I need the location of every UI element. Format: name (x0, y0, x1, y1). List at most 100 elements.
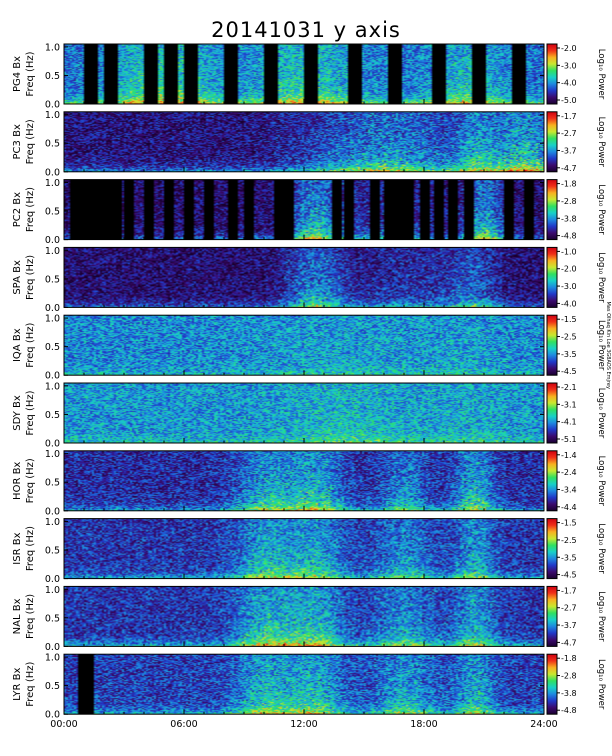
y-tick-label: 1.0 (45, 585, 60, 596)
x-tick-label: 18:00 (410, 719, 437, 730)
y-tick-label: 1.0 (45, 314, 60, 325)
spectrogram-panel-hor: 0.0 0.5 1.0 HOR Bx Freq (Hz) -1.4 -2.4 -3.4 -4.4… (12, 449, 606, 517)
spectrogram-image (64, 383, 544, 443)
spectrogram-image (64, 450, 544, 511)
y-axis-label-freq: Freq (Hz) (25, 594, 36, 639)
spectrogram-image (64, 518, 544, 579)
y-tick-label: 1.0 (45, 653, 60, 664)
colorbar-tick-label: -2.7 (561, 129, 577, 138)
y-tick-label: 0.0 (45, 167, 60, 178)
y-axis-label-freq: Freq (Hz) (25, 255, 36, 300)
colorbar-tick-label: -4.1 (561, 418, 577, 427)
colorbar-tick-label: -4.5 (561, 571, 577, 580)
y-axis-label-station: HOR Bx (12, 462, 23, 500)
colorbar (546, 653, 558, 715)
y-axis-label-station: NAL Bx (12, 598, 23, 634)
x-tick-label: 00:00 (50, 719, 77, 730)
colorbar-label: Log₁₀ Power (596, 591, 606, 642)
colorbar-tick-label: -4.5 (561, 367, 577, 376)
x-tick-label: 24:00 (530, 719, 557, 730)
colorbar-tick-label: -1.5 (561, 315, 577, 324)
y-tick-label: 1.0 (45, 449, 60, 460)
colorbar-tick-label: -2.0 (561, 265, 577, 274)
colorbar-label: Log₁₀ Power (596, 456, 606, 507)
colorbar-tick-label: -3.0 (561, 61, 577, 70)
y-tick-label: 1.0 (45, 42, 60, 53)
y-axis-label-station: PG4 Bx (12, 56, 23, 92)
x-tick-label: 12:00 (290, 719, 317, 730)
colorbar-tick-label: -4.0 (561, 79, 577, 88)
spectrogram-image (64, 179, 544, 240)
y-axis-label-station: PC3 Bx (12, 124, 23, 159)
colorbar-tick-label: -3.0 (561, 282, 577, 291)
y-tick-label: 1.0 (45, 178, 60, 189)
colorbar (546, 43, 558, 105)
y-tick-label: 0.5 (45, 207, 60, 218)
colorbar-label: Log₁₀ Power (596, 49, 606, 100)
colorbar (546, 585, 558, 647)
spectrogram-image (64, 247, 544, 308)
y-tick-label: 0.0 (45, 574, 60, 585)
colorbar (546, 382, 558, 444)
y-tick-label: 0.0 (45, 506, 60, 517)
y-tick-label: 0.5 (45, 342, 60, 353)
y-tick-label: 0.5 (45, 546, 60, 557)
y-axis-label-freq: Freq (Hz) (25, 662, 36, 707)
colorbar-label: Log₁₀ Power (596, 117, 606, 168)
spectrogram-image (64, 654, 544, 715)
colorbar-tick-label: -2.0 (561, 44, 577, 53)
y-tick-label: 0.5 (45, 410, 60, 421)
y-axis-label-station: PC2 Bx (12, 192, 23, 227)
colorbar (546, 179, 558, 241)
spectrogram-panel-sdy: 0.0 0.5 1.0 SDY Bx Freq (Hz) -2.1 -3.1 -4.1 -5.1… (12, 381, 606, 449)
spectrogram-image (64, 111, 544, 172)
colorbar-label: Log₁₀ Power (596, 523, 606, 574)
x-axis: 00:00 06:00 12:00 18:00 24:00 (50, 719, 557, 730)
colorbar-tick-label: -1.5 (561, 519, 577, 528)
y-tick-label: 0.5 (45, 681, 60, 692)
y-tick-label: 0.0 (45, 710, 60, 721)
y-axis-label-station: LYR Bx (12, 667, 23, 700)
y-tick-label: 0.5 (45, 274, 60, 285)
y-tick-label: 1.0 (45, 246, 60, 257)
colorbar-tick-label: -3.5 (561, 350, 577, 359)
colorbar-tick-label: -1.4 (561, 451, 577, 460)
colorbar-label: Log₁₀ Power (596, 659, 606, 710)
y-axis-label-freq: Freq (Hz) (25, 526, 36, 571)
colorbar (546, 246, 558, 308)
spectrogram-panel-iqa: 0.0 0.5 1.0 IQA Bx Freq (Hz) -1.5 -2.5 -3.5 -4.5… (12, 301, 611, 388)
spectrogram-panel-pc3: 0.0 0.5 1.0 PC3 Bx Freq (Hz) -1.7 -2.7 -3.7 -4.7… (12, 110, 606, 178)
colorbar-tick-label: -2.5 (561, 333, 577, 342)
spectrogram-panel-spa: 0.0 0.5 1.0 SPA Bx Freq (Hz) -1.0 -2.0 -3.0 -4.0… (12, 246, 606, 314)
y-axis-label-freq: Freq (Hz) (25, 119, 36, 164)
spectrogram-image (64, 315, 544, 376)
y-axis-label-freq: Freq (Hz) (25, 323, 36, 368)
y-tick-label: 1.0 (45, 517, 60, 528)
colorbar-tick-label: -1.7 (561, 112, 577, 121)
colorbar-tick-label: -3.7 (561, 621, 577, 630)
colorbar-tick-label: -3.1 (561, 400, 577, 409)
spectrogram-image (64, 586, 544, 647)
spectrogram-panel-pg4: 0.0 0.5 1.0 PG4 Bx Freq (Hz) -2.0 -3.0 -4.0 -5.0… (12, 42, 606, 110)
colorbar-tick-label: -2.1 (561, 383, 577, 392)
side-note: Mas Olhaq Kin Loe 3G8AOS Emjrey (605, 301, 611, 388)
y-tick-label: 0.0 (45, 642, 60, 653)
y-tick-label: 0.0 (45, 371, 60, 382)
y-axis-label-station: ISR Bx (12, 532, 23, 564)
spectrogram-image (64, 44, 544, 104)
y-tick-label: 1.0 (45, 381, 60, 392)
y-axis-label-freq: Freq (Hz) (25, 51, 36, 96)
colorbar-tick-label: -3.4 (561, 485, 577, 494)
y-tick-label: 0.0 (45, 100, 60, 111)
y-tick-label: 0.5 (45, 71, 60, 82)
colorbar-tick-label: -4.4 (561, 503, 577, 512)
colorbar-tick-label: -1.8 (561, 180, 577, 189)
chart-title: 20141031 y axis (211, 18, 401, 42)
spectrogram-panel-isr: 0.0 0.5 1.0 ISR Bx Freq (Hz) -1.5 -2.5 -3.5 -4.5… (12, 517, 606, 585)
colorbar-label: Log₁₀ Power (596, 388, 606, 439)
colorbar-tick-label: -2.8 (561, 672, 577, 681)
y-axis-label-station: SDY Bx (12, 395, 23, 431)
colorbar (546, 111, 558, 173)
colorbar-tick-label: -2.7 (561, 604, 577, 613)
